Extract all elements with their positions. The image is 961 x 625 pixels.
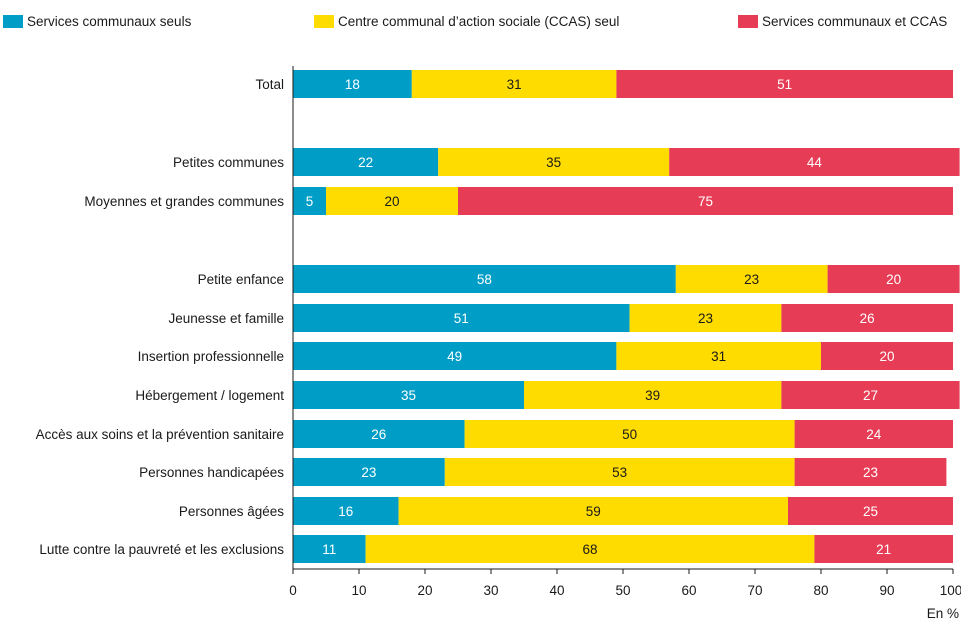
data-label-1-moyennes-et-grandes-communes: 5 xyxy=(306,194,314,209)
x-tick-label-70: 70 xyxy=(747,583,762,598)
unit-label: En % xyxy=(926,606,959,621)
legend-item-1: Services communaux seuls xyxy=(3,14,191,29)
bar-segment-2-petite-enfance xyxy=(675,265,828,293)
category-label-petite-enfance: Petite enfance xyxy=(198,272,284,287)
bar-segment-3-hebergement-logement xyxy=(781,381,960,409)
data-label-1-total: 18 xyxy=(345,77,360,92)
data-label-2-acces-aux-soins-et-la-prevention-sanitaire: 50 xyxy=(622,427,637,442)
data-label-2-hebergement-logement: 39 xyxy=(645,388,660,403)
bar-segment-1-petite-enfance xyxy=(293,265,676,293)
bar-segment-1-jeunesse-et-famille xyxy=(293,304,630,332)
category-label-jeunesse-et-famille: Jeunesse et famille xyxy=(168,311,284,326)
x-tick-label-0: 0 xyxy=(289,583,297,598)
data-label-1-lutte-contre-la-pauvrete-et-les-exclusions: 11 xyxy=(322,542,336,557)
bar-segment-2-insertion-professionnelle xyxy=(616,342,821,370)
bar-segment-1-moyennes-et-grandes-communes xyxy=(293,187,326,215)
data-label-2-jeunesse-et-famille: 23 xyxy=(698,311,713,326)
data-label-3-moyennes-et-grandes-communes: 75 xyxy=(698,194,713,209)
category-label-moyennes-et-grandes-communes: Moyennes et grandes communes xyxy=(84,194,284,209)
x-tick-label-40: 40 xyxy=(549,583,564,598)
bar-segment-1-hebergement-logement xyxy=(293,381,524,409)
bar-segment-2-hebergement-logement xyxy=(524,381,782,409)
x-tick-label-80: 80 xyxy=(813,583,828,598)
legend-label-2: Centre communal d’action sociale (CCAS) … xyxy=(338,14,620,29)
x-tick-label-20: 20 xyxy=(417,583,432,598)
bar-segment-2-jeunesse-et-famille xyxy=(629,304,782,332)
x-tick-label-60: 60 xyxy=(681,583,696,598)
data-label-3-personnes-agees: 25 xyxy=(863,504,878,519)
data-label-2-total: 31 xyxy=(507,77,522,92)
bar-segment-3-acces-aux-soins-et-la-prevention-sanitaire xyxy=(794,420,953,448)
data-label-3-lutte-contre-la-pauvrete-et-les-exclusions: 21 xyxy=(876,542,891,557)
data-label-3-insertion-professionnelle: 20 xyxy=(879,349,894,364)
data-label-2-insertion-professionnelle: 31 xyxy=(711,349,726,364)
x-tick-label-10: 10 xyxy=(351,583,366,598)
category-label-petites-communes: Petites communes xyxy=(173,155,284,170)
bar-segment-2-acces-aux-soins-et-la-prevention-sanitaire xyxy=(464,420,795,448)
data-label-1-petite-enfance: 58 xyxy=(477,272,492,287)
data-label-2-personnes-handicapees: 53 xyxy=(612,465,627,480)
category-label-hebergement-logement: Hébergement / logement xyxy=(135,388,284,403)
bar-segment-1-petites-communes xyxy=(293,148,439,176)
category-label-lutte-contre-la-pauvrete-et-les-exclusions: Lutte contre la pauvreté et les exclusio… xyxy=(39,542,284,557)
data-label-1-acces-aux-soins-et-la-prevention-sanitaire: 26 xyxy=(371,427,386,442)
bar-segment-2-lutte-contre-la-pauvrete-et-les-exclusions xyxy=(365,535,815,563)
legend-item-2: Centre communal d’action sociale (CCAS) … xyxy=(314,14,619,29)
bar-segment-1-total xyxy=(293,70,412,98)
bar-segment-3-jeunesse-et-famille xyxy=(781,304,953,332)
data-label-1-petites-communes: 22 xyxy=(358,155,373,170)
bar-segment-3-insertion-professionnelle xyxy=(821,342,953,370)
category-label-acces-aux-soins-et-la-prevention-sanitaire: Accès aux soins et la prévention sanitai… xyxy=(36,427,284,442)
x-tick-label-30: 30 xyxy=(483,583,498,598)
legend-swatch-1 xyxy=(3,15,23,28)
bar-segment-2-personnes-handicapees xyxy=(444,458,795,486)
data-label-1-personnes-agees: 16 xyxy=(338,504,353,519)
bar-segment-1-acces-aux-soins-et-la-prevention-sanitaire xyxy=(293,420,465,448)
bar-segment-2-petites-communes xyxy=(438,148,670,176)
legend-swatch-3 xyxy=(738,15,758,28)
data-label-3-personnes-handicapees: 23 xyxy=(863,465,878,480)
data-label-1-jeunesse-et-famille: 51 xyxy=(454,311,469,326)
category-label-personnes-agees: Personnes âgées xyxy=(179,504,284,519)
bar-segment-2-personnes-agees xyxy=(398,497,788,525)
legend-swatch-2 xyxy=(314,15,334,28)
x-tick-label-100: 100 xyxy=(940,583,961,598)
data-label-3-acces-aux-soins-et-la-prevention-sanitaire: 24 xyxy=(866,427,882,442)
bar-segment-3-petites-communes xyxy=(669,148,960,176)
data-label-1-personnes-handicapees: 23 xyxy=(361,465,376,480)
data-label-3-total: 51 xyxy=(777,77,792,92)
data-label-2-petite-enfance: 23 xyxy=(744,272,759,287)
bar-segment-3-personnes-agees xyxy=(788,497,953,525)
bar-segment-1-lutte-contre-la-pauvrete-et-les-exclusions xyxy=(293,535,366,563)
legend-label-1: Services communaux seuls xyxy=(27,14,192,29)
bar-segment-3-personnes-handicapees xyxy=(794,458,947,486)
data-label-2-moyennes-et-grandes-communes: 20 xyxy=(384,194,399,209)
data-label-2-personnes-agees: 59 xyxy=(586,504,601,519)
bar-segment-3-petite-enfance xyxy=(827,265,960,293)
data-label-1-hebergement-logement: 35 xyxy=(401,388,416,403)
bar-segment-1-insertion-professionnelle xyxy=(293,342,617,370)
category-label-insertion-professionnelle: Insertion professionnelle xyxy=(138,349,284,364)
bar-segment-2-moyennes-et-grandes-communes xyxy=(326,187,458,215)
legend-label-3: Services communaux et CCAS xyxy=(762,14,948,29)
bar-segment-3-total xyxy=(616,70,953,98)
data-label-3-petites-communes: 44 xyxy=(807,155,823,170)
x-tick-label-50: 50 xyxy=(615,583,630,598)
data-label-3-petite-enfance: 20 xyxy=(886,272,901,287)
category-label-total: Total xyxy=(255,77,284,92)
bar-segment-1-personnes-agees xyxy=(293,497,399,525)
x-tick-label-90: 90 xyxy=(879,583,894,598)
category-label-personnes-handicapees: Personnes handicapées xyxy=(139,465,284,480)
data-label-2-petites-communes: 35 xyxy=(546,155,561,170)
legend-item-3: Services communaux et CCAS xyxy=(738,14,947,29)
bar-segment-3-moyennes-et-grandes-communes xyxy=(458,187,953,215)
data-label-3-jeunesse-et-famille: 26 xyxy=(860,311,875,326)
bar-segment-3-lutte-contre-la-pauvrete-et-les-exclusions xyxy=(814,535,953,563)
data-label-3-hebergement-logement: 27 xyxy=(863,388,878,403)
data-label-1-insertion-professionnelle: 49 xyxy=(447,349,462,364)
bar-segment-2-total xyxy=(411,70,617,98)
bar-segment-1-personnes-handicapees xyxy=(293,458,445,486)
data-label-2-lutte-contre-la-pauvrete-et-les-exclusions: 68 xyxy=(582,542,597,557)
